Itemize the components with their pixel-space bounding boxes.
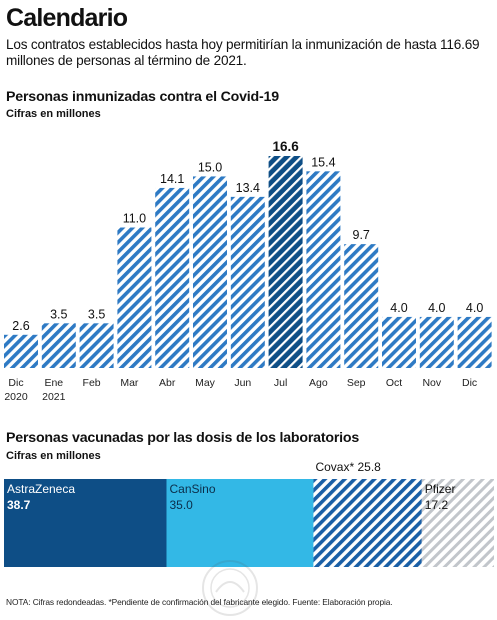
watermark-seal-icon: [202, 560, 258, 616]
bar-11: [419, 316, 454, 368]
bar-7: [268, 156, 303, 368]
laboratory-stacked-bar: AstraZeneca 38.7 CanSino 35.0 Covax* 25.8 Pfi…: [4, 460, 494, 567]
bar-5: [193, 176, 227, 368]
category-label-1-line2: 2021: [42, 391, 66, 403]
segment-value-astrazeneca: 38.7: [7, 498, 31, 512]
bar-value-label-1: 3.5: [50, 307, 67, 321]
category-label-7: Jul: [274, 377, 287, 389]
monthly-bar-chart: 2.6 Dic 2020 3.5 Ene 2021 3.5 Feb 11.0 Mar 14.1 Abr…: [4, 139, 492, 403]
category-label-0-line2: 2020: [4, 391, 28, 403]
bar-value-label-7: 16.6: [272, 139, 299, 154]
segment-pfizer: [421, 479, 494, 567]
segment-covax: [313, 479, 422, 567]
bar-value-label-3: 11.0: [123, 212, 146, 226]
page-title: Calendario: [6, 4, 128, 32]
bar-0: [4, 334, 38, 368]
category-label-6: Jun: [234, 377, 251, 389]
segment-value-pfizer: 17.2: [425, 498, 449, 512]
category-label-2: Feb: [83, 377, 101, 389]
bar-value-label-12: 4.0: [466, 301, 483, 315]
bar-value-label-5: 15.0: [198, 160, 222, 174]
bar-value-label-11: 4.0: [428, 301, 445, 315]
bar-3: [117, 227, 152, 368]
bar-value-label-8: 15.4: [311, 155, 335, 169]
bar-12: [457, 316, 492, 368]
bar-value-label-10: 4.0: [390, 301, 407, 315]
category-label-8: Ago: [309, 377, 328, 389]
segment-name-pfizer: Pfizer: [425, 482, 456, 496]
category-label-11: Nov: [422, 377, 441, 389]
bar-2: [79, 323, 114, 368]
page-subtitle: Los contratos establecidos hasta hoy per…: [6, 37, 480, 68]
segment-value-cansino: 35.0: [169, 498, 193, 512]
chart2-subtitle: Cifras en millones: [6, 450, 101, 462]
bar-value-label-2: 3.5: [88, 307, 105, 321]
category-label-4: Abr: [159, 377, 176, 389]
category-label-1: Ene: [44, 377, 63, 389]
segment-name-covax: Covax* 25.8: [315, 460, 381, 474]
segment-value-covax: 25.8: [357, 460, 381, 474]
category-label-0: Dic: [8, 377, 23, 389]
chart1-subtitle: Cifras en millones: [6, 108, 101, 120]
category-label-12: Dic: [462, 377, 477, 389]
bar-8: [306, 171, 341, 368]
segment-astrazeneca: [4, 479, 167, 567]
bar-value-label-0: 2.6: [12, 319, 29, 333]
segment-name-astrazeneca: AstraZeneca: [7, 482, 75, 496]
segment-name-cansino: CanSino: [169, 482, 215, 496]
category-label-9: Sep: [347, 377, 366, 389]
bar-4: [155, 187, 190, 368]
category-label-5: May: [195, 377, 216, 389]
footnote: NOTA: Cifras redondeadas. *Pendiente de …: [6, 597, 393, 607]
category-label-10: Oct: [386, 377, 402, 389]
segment-cansino: [166, 479, 314, 567]
bar-value-label-4: 14.1: [160, 172, 184, 186]
bar-1: [41, 323, 76, 368]
bar-6: [230, 196, 265, 368]
bar-value-label-6: 13.4: [236, 181, 260, 195]
category-label-3: Mar: [120, 377, 139, 389]
bar-value-label-9: 9.7: [353, 228, 370, 242]
chart1-title: Personas inmunizadas contra el Covid-19: [6, 89, 279, 105]
bar-9: [344, 244, 379, 368]
bar-10: [382, 316, 416, 368]
chart2-title: Personas vacunadas por las dosis de los …: [6, 430, 360, 446]
